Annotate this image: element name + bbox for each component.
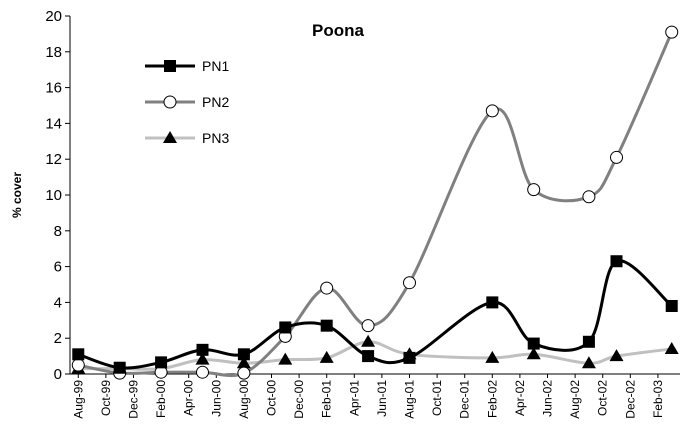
data-point bbox=[72, 348, 85, 361]
data-point bbox=[403, 276, 417, 290]
x-tick-label: Apr-02 bbox=[513, 380, 527, 416]
y-tick-label: 18 bbox=[45, 44, 62, 61]
x-tick-label: Aug-01 bbox=[403, 380, 417, 419]
legend-label: PN1 bbox=[202, 58, 229, 74]
y-tick-label: 2 bbox=[54, 330, 62, 347]
data-point bbox=[320, 319, 333, 332]
data-point bbox=[526, 347, 541, 360]
x-tick-label: Aug-99 bbox=[71, 380, 85, 419]
x-tick-label: Apr-01 bbox=[347, 380, 361, 416]
data-point bbox=[403, 351, 416, 364]
data-point bbox=[581, 356, 596, 369]
data-point bbox=[527, 183, 541, 197]
data-point bbox=[582, 335, 595, 348]
data-point bbox=[609, 349, 624, 362]
y-tick-label: 10 bbox=[45, 187, 62, 204]
series-line bbox=[77, 31, 674, 378]
x-tick-label: Oct-02 bbox=[596, 380, 610, 416]
data-point bbox=[236, 356, 251, 369]
x-tick-label: Feb-00 bbox=[154, 380, 168, 418]
data-point bbox=[278, 352, 293, 365]
y-tick-label: 0 bbox=[54, 366, 62, 383]
data-point bbox=[196, 343, 209, 356]
data-point bbox=[319, 350, 334, 363]
data-point bbox=[486, 296, 499, 309]
y-tick-label: 8 bbox=[54, 223, 62, 240]
data-point bbox=[279, 321, 292, 334]
data-point bbox=[237, 366, 251, 380]
data-point bbox=[362, 350, 375, 363]
x-tick-label: Oct-99 bbox=[99, 380, 113, 416]
legend-marker bbox=[163, 131, 177, 143]
x-tick-label: Jun-00 bbox=[209, 380, 223, 417]
y-tick-label: 20 bbox=[45, 8, 62, 25]
legend-label: PN2 bbox=[202, 94, 229, 110]
legend-label: PN3 bbox=[202, 130, 229, 146]
data-point bbox=[527, 337, 540, 350]
x-tick-label: Oct-01 bbox=[430, 380, 444, 416]
x-tick-label: Aug-02 bbox=[568, 380, 582, 419]
x-tick-label: Feb-03 bbox=[651, 380, 665, 418]
legend-marker bbox=[164, 60, 176, 72]
y-tick-label: 14 bbox=[45, 115, 62, 132]
data-point bbox=[665, 299, 678, 312]
y-tick-label: 12 bbox=[45, 151, 62, 168]
data-point bbox=[195, 365, 209, 379]
y-tick-label: 16 bbox=[45, 80, 62, 97]
y-axis-label: % cover bbox=[10, 172, 24, 218]
data-point bbox=[485, 350, 500, 363]
data-point bbox=[113, 361, 126, 374]
x-tick-label: Oct-00 bbox=[264, 380, 278, 416]
data-point bbox=[195, 352, 210, 365]
data-point bbox=[582, 190, 596, 204]
x-tick-label: Aug-00 bbox=[237, 380, 251, 419]
x-tick-label: Dec-99 bbox=[126, 380, 140, 419]
y-tick-label: 4 bbox=[54, 294, 62, 311]
x-tick-label: Jun-01 bbox=[375, 380, 389, 417]
data-point bbox=[610, 150, 624, 164]
data-point bbox=[320, 281, 334, 295]
data-point bbox=[361, 334, 376, 347]
series-line bbox=[77, 259, 673, 370]
data-point bbox=[237, 348, 250, 361]
data-point bbox=[155, 356, 168, 369]
data-point bbox=[485, 104, 499, 118]
x-tick-label: Jun-02 bbox=[541, 380, 555, 417]
data-point bbox=[664, 341, 679, 354]
x-tick-label: Dec-01 bbox=[458, 380, 472, 419]
x-tick-label: Dec-02 bbox=[623, 380, 637, 419]
data-point bbox=[361, 319, 375, 333]
legend-marker bbox=[163, 95, 177, 109]
x-tick-label: Dec-00 bbox=[292, 380, 306, 419]
data-point bbox=[71, 358, 85, 372]
x-tick-label: Feb-02 bbox=[485, 380, 499, 418]
data-point bbox=[610, 255, 623, 268]
data-point bbox=[665, 25, 679, 39]
x-tick-label: Feb-01 bbox=[320, 380, 334, 418]
x-tick-label: Apr-00 bbox=[182, 380, 196, 416]
y-tick-label: 6 bbox=[54, 259, 62, 276]
chart-title: Poona bbox=[312, 21, 364, 40]
